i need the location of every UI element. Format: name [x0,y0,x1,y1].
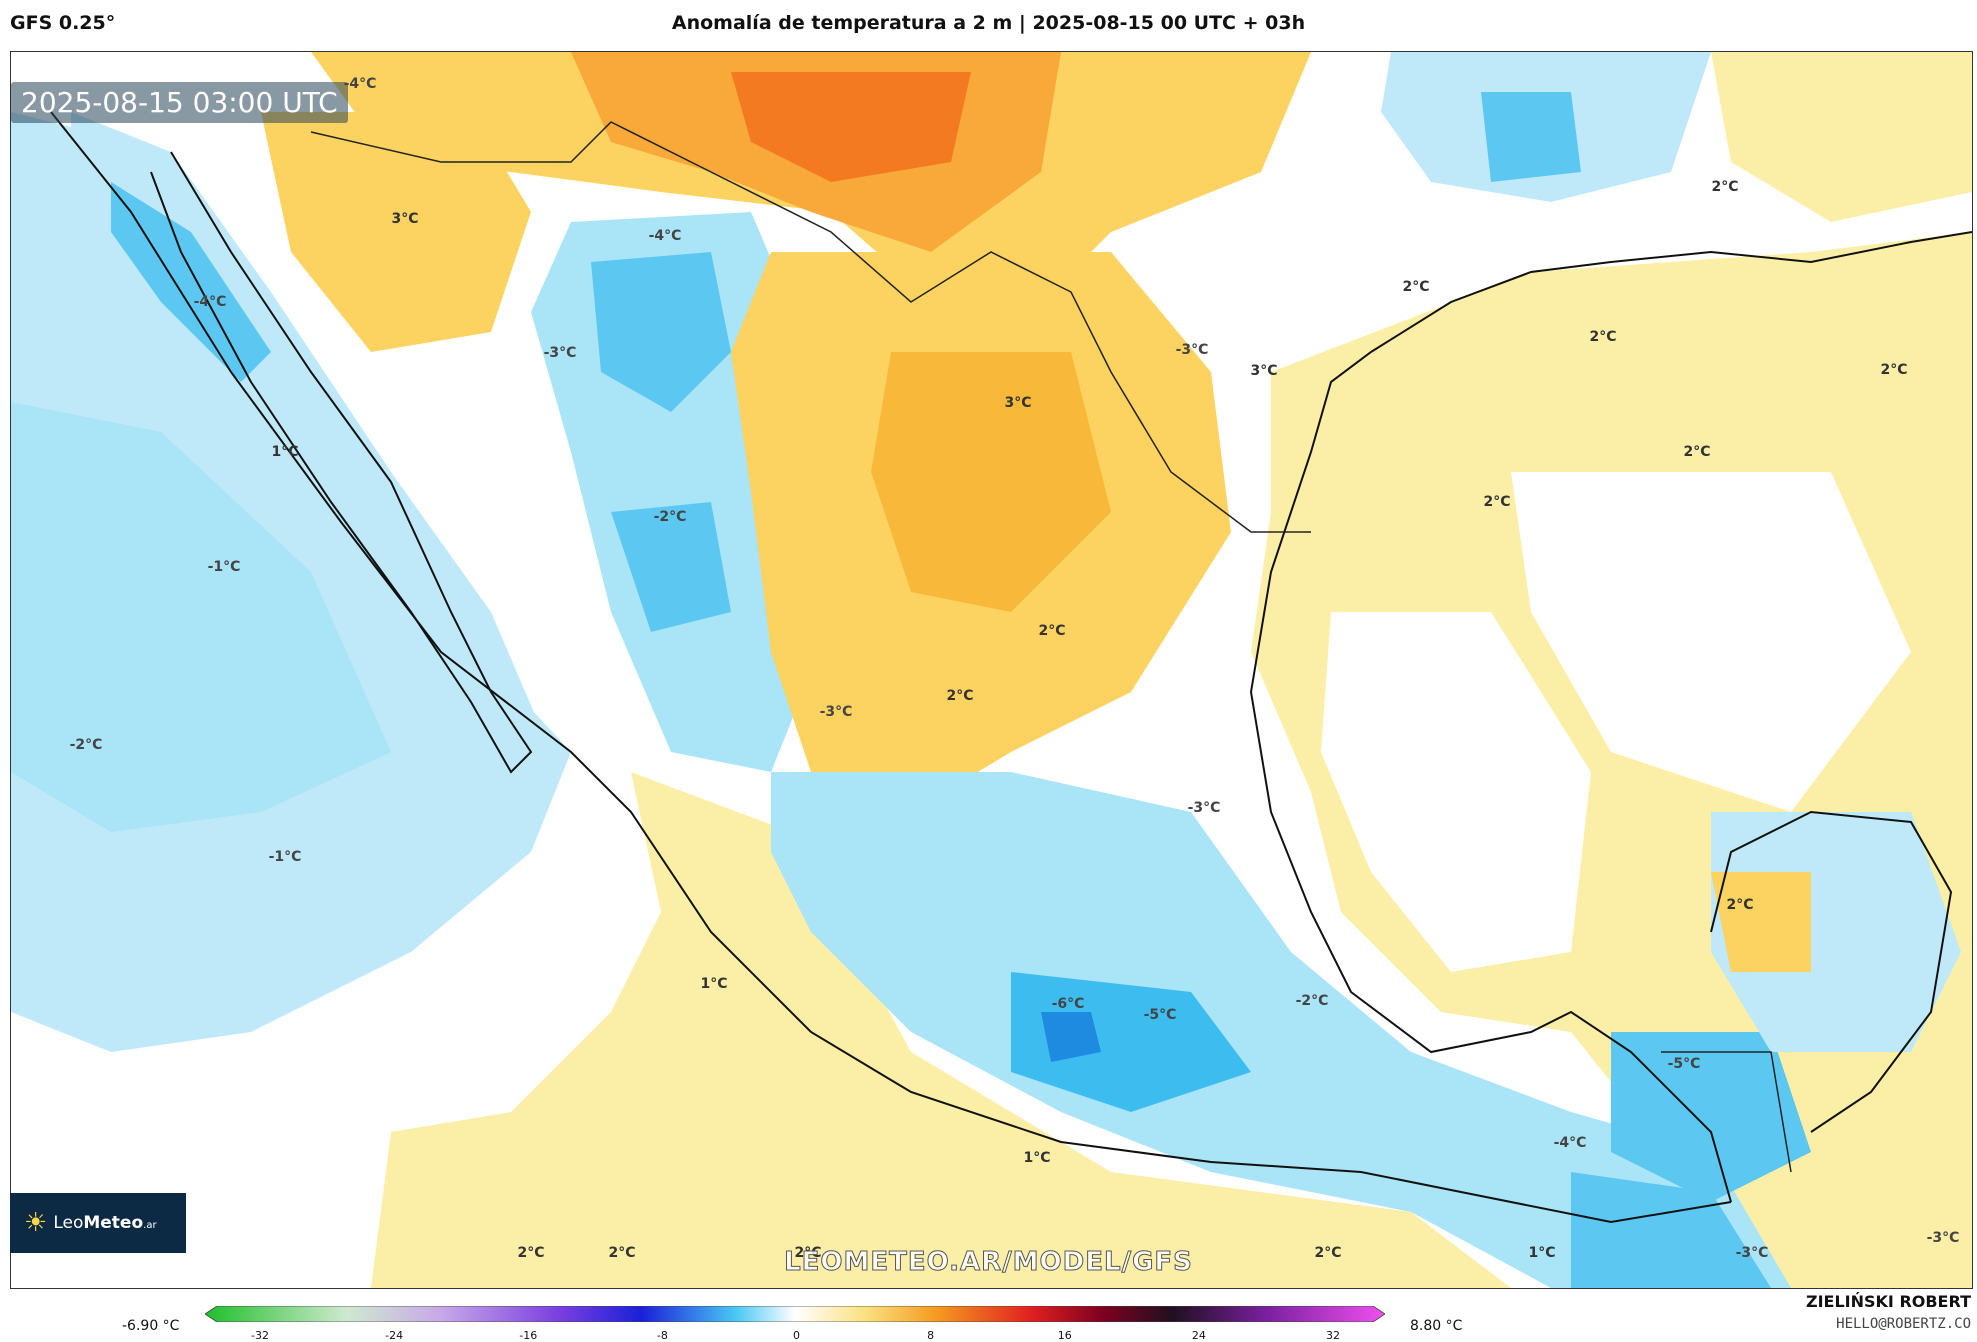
model-name: GFS 0.25° [10,12,116,34]
colorbar-max-label: 8.80 °C [1410,1318,1463,1334]
sun-icon: ☀ [24,1208,48,1238]
contour-label: 1°C [700,976,728,992]
contour-label: -3°C [1926,1230,1960,1246]
colorbar-tick-label: 8 [927,1329,935,1342]
us-mexico-border [310,121,1311,533]
contour-label: 2°C [1314,1245,1342,1261]
contour-label: 2°C [1683,444,1711,460]
site-watermark: LEOMETEO.AR/MODEL/GFS [784,1247,1193,1278]
contour-label: -4°C [193,294,227,310]
colorbar-tick-label: -32 [251,1329,269,1342]
contour-label: 2°C [1880,362,1908,378]
contour-label: -1°C [207,559,241,575]
contour-label: 2°C [1038,623,1066,639]
colorbar-tick-label: 32 [1326,1329,1340,1342]
contour-label: -3°C [1175,342,1209,358]
contour-label: 2°C [1711,179,1739,195]
contour-label: 2°C [608,1245,636,1261]
contour-label: 2°C [946,688,974,704]
contour-label: -3°C [543,345,577,361]
contour-label: -3°C [1735,1245,1769,1261]
contour-label: -5°C [1667,1056,1701,1072]
contour-label: 1°C [271,444,299,460]
contour-label: -6°C [1051,996,1085,1012]
contour-label: -3°C [1187,800,1221,816]
contour-label: 2°C [1483,494,1511,510]
contour-label: 1°C [1528,1245,1556,1261]
contour-label: -2°C [1295,993,1329,1009]
contour-label: 2°C [1726,897,1754,913]
contour-label: 2°C [794,1245,822,1261]
temperature-anomaly-map[interactable]: 2025-08-15 03:00 UTC [10,51,1973,1289]
contour-label: 3°C [1250,363,1278,379]
contour-label: 3°C [391,211,419,227]
colorbar-min-label: -6.90 °C [122,1318,180,1334]
contour-label: 1°C [1023,1150,1051,1166]
contour-label: -4°C [648,228,682,244]
contour-label: 3°C [1004,395,1032,411]
contour-label: -4°C [343,76,377,92]
logo-text: LeoMeteo.ar [53,1213,157,1233]
map-title: Anomalía de temperatura a 2 m | 2025-08-… [671,12,1306,34]
contour-label: 2°C [517,1245,545,1261]
leometeo-logo: ☀ LeoMeteo.ar [10,1193,186,1253]
map-canvas [11,52,1972,1288]
colorbar-tick-label: 24 [1191,1329,1206,1342]
valid-time-badge: 2025-08-15 03:00 UTC [11,82,348,123]
southern-mexico-cold-region [771,772,1791,1288]
colorbar-tick-label: 16 [1057,1329,1072,1342]
colorbar-tick-label: -16 [519,1329,538,1342]
contour-label: -5°C [1143,1007,1177,1023]
coastline [50,111,1732,1224]
contour-label: -4°C [1553,1135,1587,1151]
contour-label: -2°C [653,509,687,525]
contour-label: -2°C [69,737,103,753]
colorbar-tick-label: -8 [656,1329,668,1342]
colorbar-tick-label: 0 [793,1329,800,1342]
author-email: HELLO@ROBERTZ.CO [1836,1316,1971,1332]
contour-label: -3°C [819,704,853,720]
pacific-warm-region [371,772,1511,1288]
colorbar-tick-label: -24 [385,1329,404,1342]
author-name: ZIELIŃSKI ROBERT [1805,1292,1971,1311]
contour-label: 2°C [1402,279,1430,295]
colorbar [205,1306,1385,1322]
contour-label: -1°C [268,849,302,865]
contour-label: 2°C [1589,329,1617,345]
